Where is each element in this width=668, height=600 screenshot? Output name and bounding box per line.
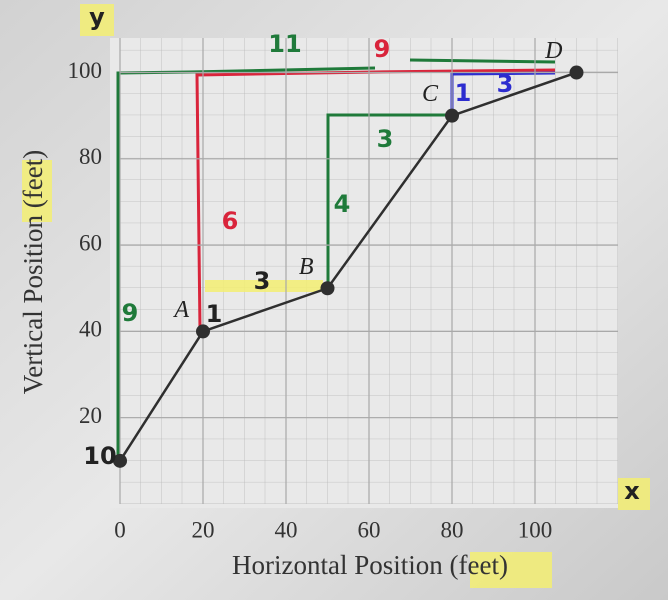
handwritten-note: y [89,3,105,31]
x-tick-label: 100 [518,517,553,542]
y-tick-label: 80 [79,144,102,169]
handwritten-note: 9 [122,299,139,327]
point-label: B [299,254,314,280]
handwritten-note: 1 [206,300,223,328]
handwritten-note: 1 [455,79,472,107]
handwritten-note: x [624,477,640,505]
chart: Horizontal Position (feet) Vertical Posi… [0,0,668,600]
x-tick-label: 40 [275,517,298,542]
x-tick-label: 60 [358,517,381,542]
y-tick-label: 20 [79,403,102,428]
x-tick-label: 20 [192,517,215,542]
point [570,66,584,80]
handwritten-note: 4 [334,190,351,218]
y-tick-label: 60 [79,230,102,255]
page: Horizontal Position (feet) Vertical Posi… [0,0,668,600]
point-label: D [544,38,562,64]
handwritten-note: 9 [374,35,391,63]
point-label: A [172,297,189,323]
handwritten-note: 10 [83,442,116,470]
point-label: C [422,81,439,107]
annotation-line [410,60,555,62]
x-tick-label: 0 [114,517,126,542]
y-tick-label: 100 [68,58,103,83]
y-axis-title: Vertical Position (feet) [18,150,48,394]
handwritten-note: 3 [254,267,271,295]
handwritten-note: 3 [497,70,514,98]
x-axis-title: Horizontal Position (feet) [232,550,508,580]
y-tick-label: 40 [79,317,102,342]
point [321,281,335,295]
handwritten-note: 6 [222,207,239,235]
handwritten-note: 11 [268,30,301,58]
x-tick-label: 80 [441,517,464,542]
handwritten-note: 3 [377,125,394,153]
point [445,109,459,123]
